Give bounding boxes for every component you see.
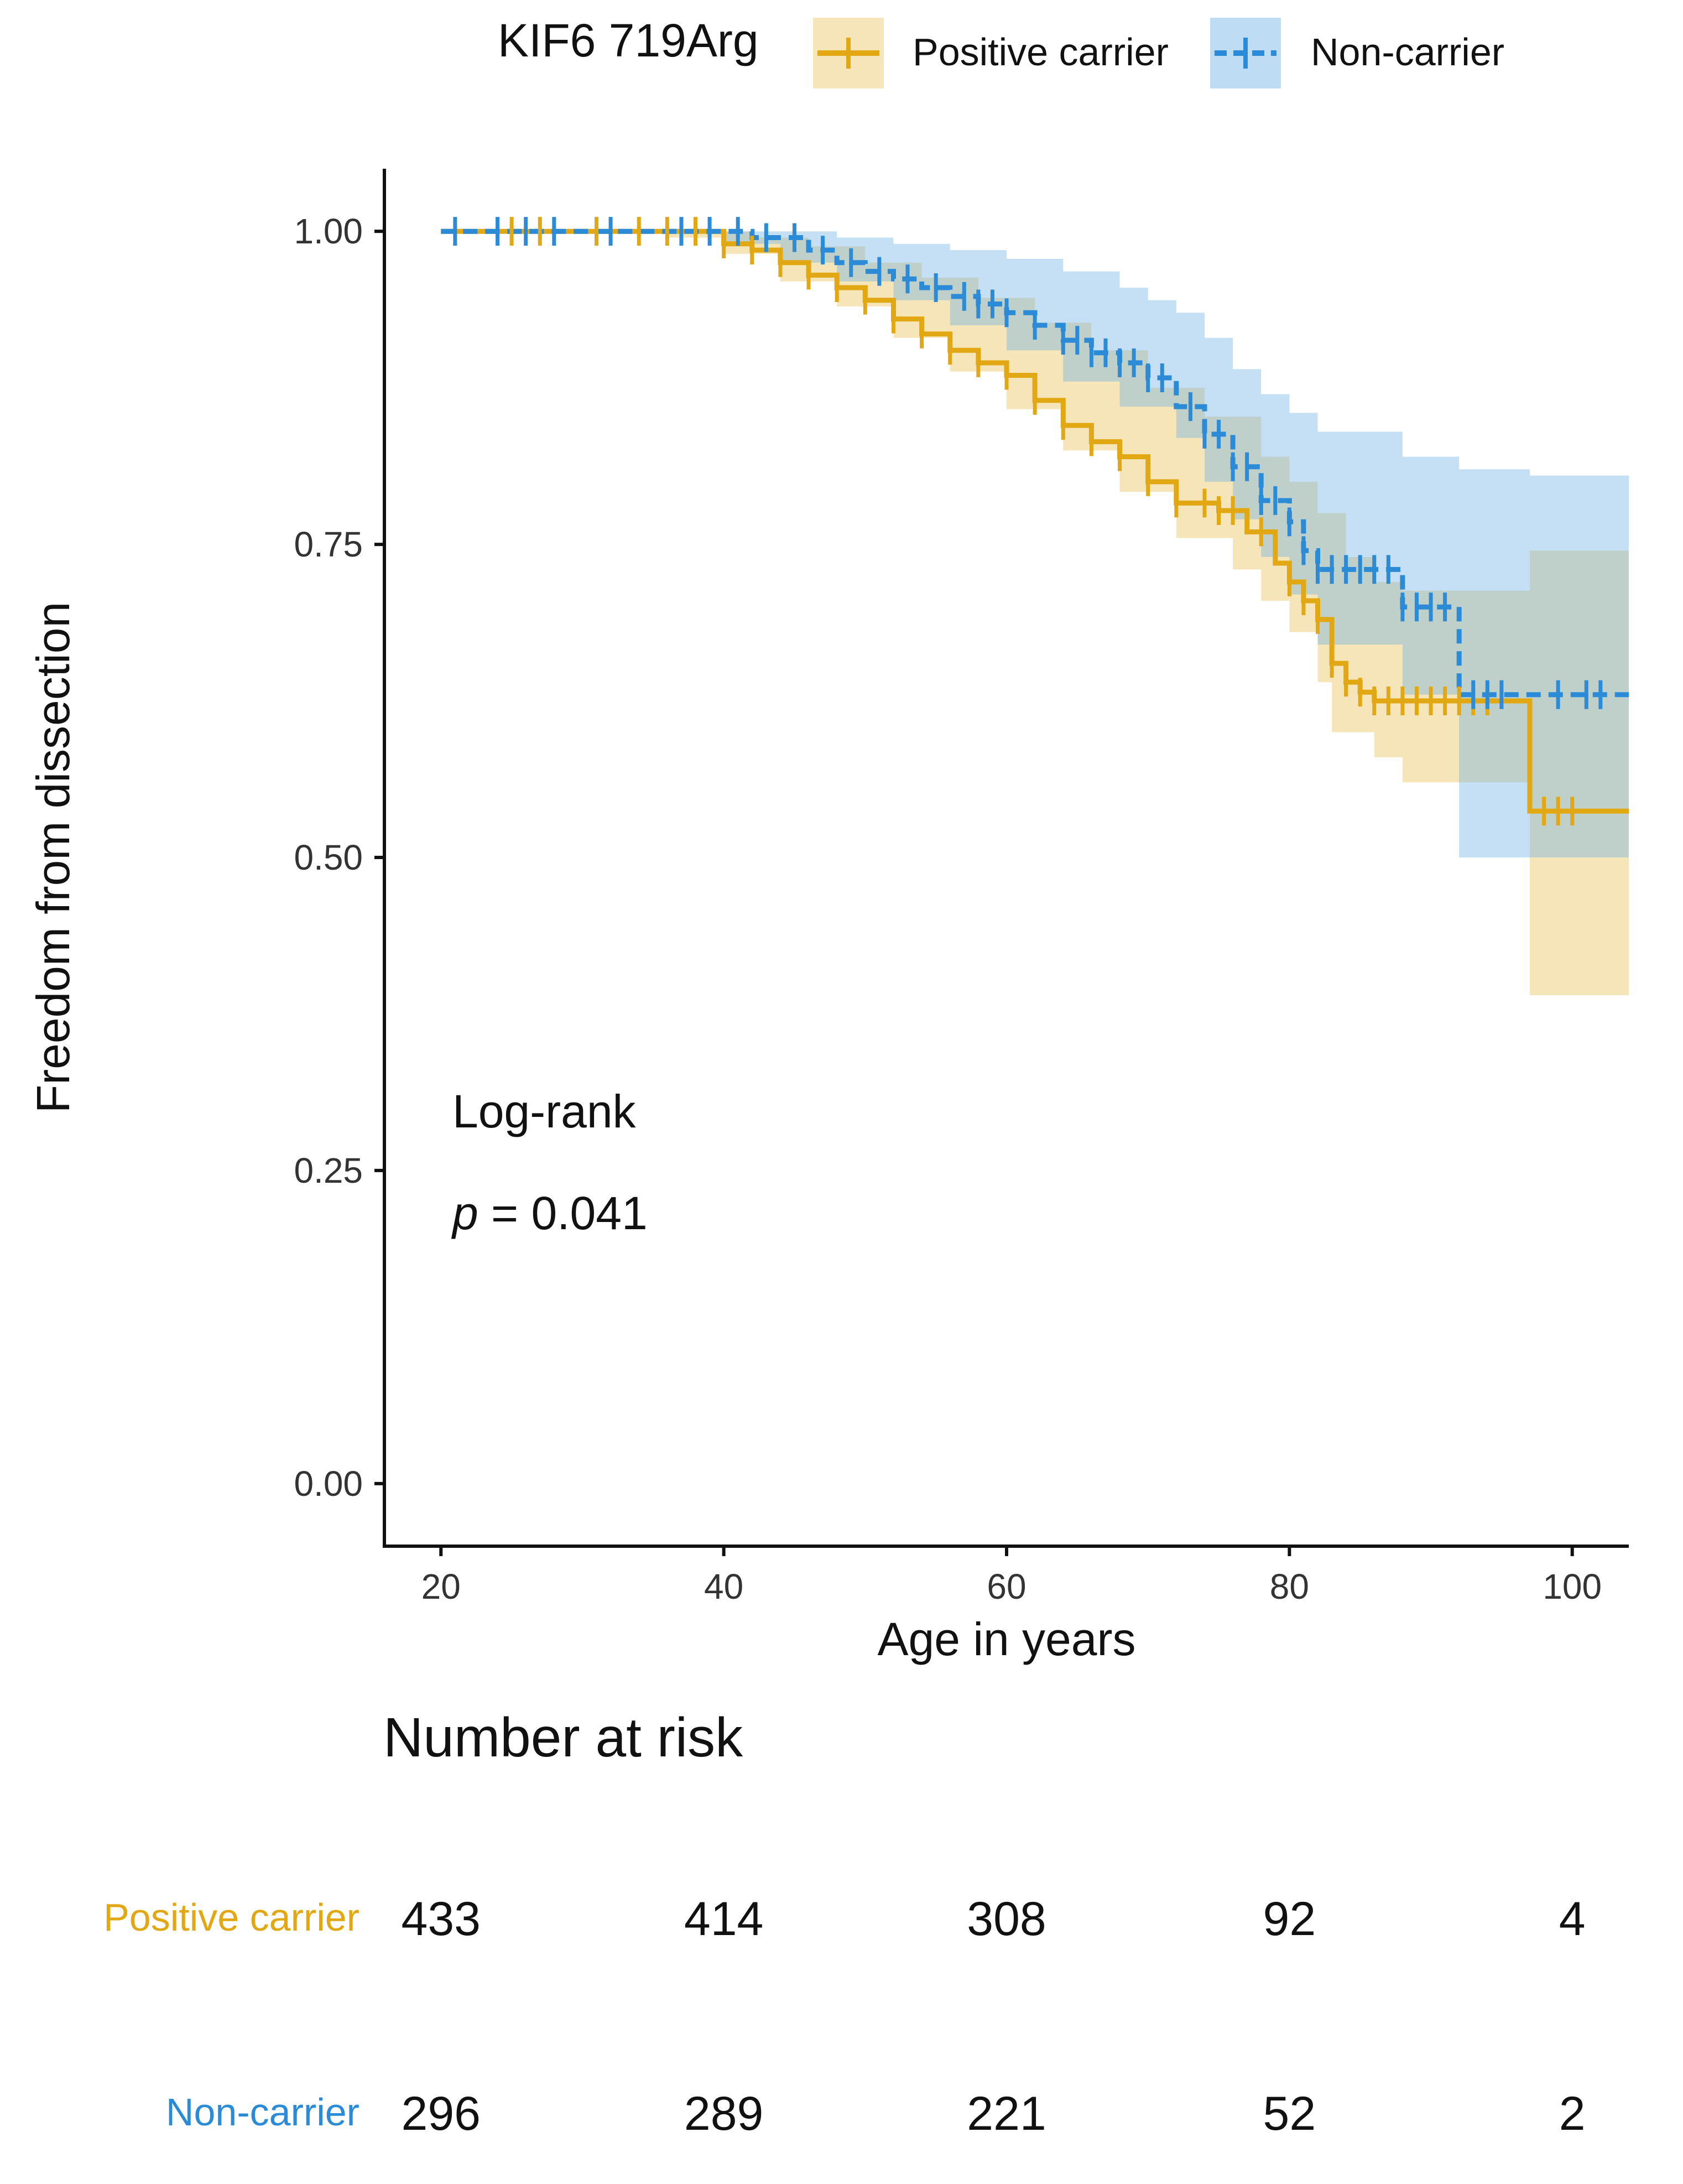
y-tick-label: 0.00 xyxy=(294,1464,363,1504)
y-tick-label: 1.00 xyxy=(294,211,363,251)
legend-label-non-carrier: Non-carrier xyxy=(1311,30,1504,74)
y-tick-label: 0.25 xyxy=(294,1151,363,1190)
risk-row-label: Non-carrier xyxy=(166,2091,359,2134)
risk-table: Number at risk Positive carrier 433 414 30… xyxy=(103,1707,1586,2140)
x-tick-label: 20 xyxy=(421,1567,461,1606)
risk-row-label: Positive carrier xyxy=(103,1896,359,1939)
axes: 0.00 0.25 0.50 0.75 1.00 20 40 60 80 100 xyxy=(294,169,1629,1606)
y-axis-title: Freedom from dissection xyxy=(27,602,79,1113)
risk-row-values: 433 414 308 92 4 xyxy=(402,1892,1586,1946)
censor-marks xyxy=(453,217,1603,826)
y-ticks: 0.00 0.25 0.50 0.75 1.00 xyxy=(294,211,384,1504)
ci-band-non-carrier xyxy=(441,231,1629,858)
x-tick-label: 60 xyxy=(987,1567,1026,1606)
legend-title: KIF6 719Arg xyxy=(498,14,759,66)
risk-value: 308 xyxy=(967,1892,1046,1946)
risk-value: 52 xyxy=(1263,2087,1316,2140)
p-value-text: = 0.041 xyxy=(478,1187,648,1239)
x-tick-label: 40 xyxy=(704,1567,743,1606)
x-ticks: 20 40 60 80 100 xyxy=(421,1546,1602,1606)
risk-value: 92 xyxy=(1263,1892,1316,1946)
p-value: p = 0.041 xyxy=(451,1187,648,1239)
legend-item-positive-carrier: Positive carrier xyxy=(813,18,1169,89)
risk-row-non-carrier: Non-carrier 296 289 221 52 2 xyxy=(166,2087,1586,2140)
risk-value: 414 xyxy=(684,1892,764,1946)
x-tick-label: 80 xyxy=(1270,1567,1309,1606)
p-symbol: p xyxy=(451,1187,478,1239)
risk-table-title: Number at risk xyxy=(383,1707,743,1769)
x-axis-title: Age in years xyxy=(878,1613,1136,1665)
legend-label-positive-carrier: Positive carrier xyxy=(913,30,1169,74)
risk-row-values: 296 289 221 52 2 xyxy=(402,2087,1586,2140)
risk-row-positive-carrier: Positive carrier 433 414 308 92 4 xyxy=(103,1892,1586,1946)
confidence-bands xyxy=(441,231,1629,996)
risk-value: 4 xyxy=(1559,1892,1586,1946)
risk-value: 433 xyxy=(402,1892,481,1946)
log-rank-label: Log-rank xyxy=(452,1085,637,1137)
y-tick-label: 0.50 xyxy=(294,838,363,877)
risk-value: 221 xyxy=(967,2087,1046,2140)
risk-value: 2 xyxy=(1559,2087,1586,2140)
legend: KIF6 719Arg Positive carrier Non-carrier xyxy=(498,14,1504,89)
risk-value: 296 xyxy=(402,2087,481,2140)
legend-item-non-carrier: Non-carrier xyxy=(1210,18,1504,89)
x-tick-label: 100 xyxy=(1543,1567,1602,1606)
log-rank-annotation: Log-rank p = 0.041 xyxy=(451,1085,648,1239)
y-tick-label: 0.75 xyxy=(294,524,363,564)
risk-value: 289 xyxy=(684,2087,764,2140)
